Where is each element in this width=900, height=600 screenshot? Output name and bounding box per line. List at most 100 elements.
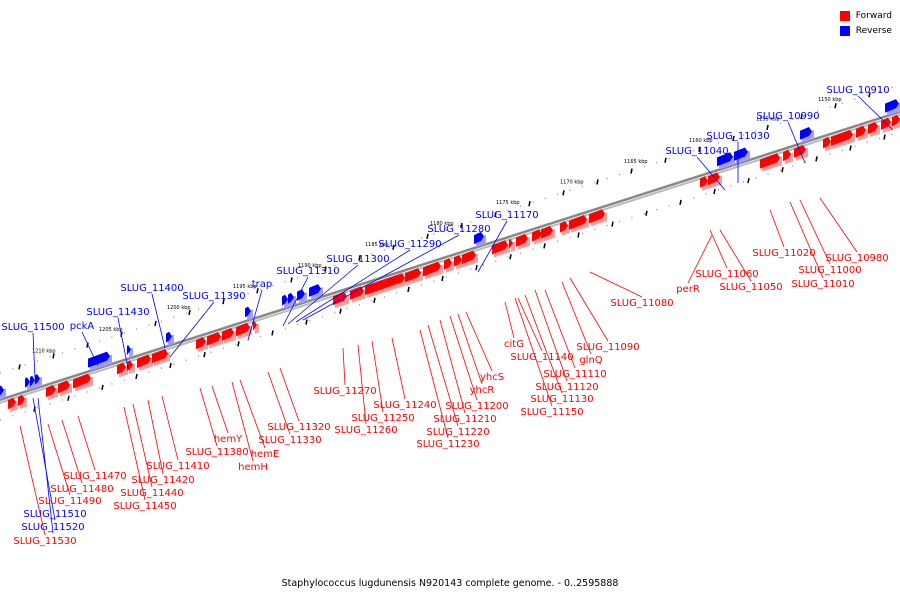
- reverse-gene: [885, 99, 899, 113]
- forward-gene-label: SLUG_11000: [798, 265, 861, 276]
- tick-mark: [392, 244, 395, 250]
- fwd-label-leader: [419, 329, 449, 439]
- fwd-label-leader: [799, 199, 831, 265]
- reverse-gene: [0, 385, 4, 396]
- fwd-label-leader: [427, 324, 459, 427]
- forward-gene: [823, 136, 831, 149]
- forward-gene-label: perR: [676, 284, 700, 295]
- reverse-gene: [30, 375, 35, 387]
- forward-gene-label: SLUG_11110: [543, 369, 606, 380]
- forward-gene: [236, 322, 250, 337]
- rev-label-leader: [247, 289, 263, 341]
- forward-gene-label: SLUG_11440: [120, 488, 183, 499]
- scale-tick-label: 1200 kbp: [167, 305, 191, 311]
- reverse-gene: [474, 231, 484, 245]
- fwd-label-leader: [561, 281, 592, 355]
- tick-mark: [271, 330, 274, 336]
- fwd-label-leader: [439, 319, 466, 414]
- reverse-gene-label: SLUG_11310: [276, 266, 339, 277]
- forward-scale-track: [0, 131, 900, 421]
- forward-gene: [207, 332, 221, 346]
- reverse-gene: [282, 294, 288, 306]
- reverse-gene-label: SLUG_11390: [182, 291, 245, 302]
- forward-gene: [492, 240, 508, 255]
- fwd-label-leader: [449, 315, 478, 401]
- forward-gene-label: SLUG_11200: [445, 401, 508, 412]
- tick-mark: [543, 243, 546, 249]
- forward-gene: [196, 336, 206, 350]
- forward-gene-label: SLUG_11450: [113, 501, 176, 512]
- forward-gene-label: hemH: [238, 462, 268, 473]
- forward-gene-label: citG: [504, 339, 524, 350]
- tick-mark: [781, 167, 784, 173]
- forward-gene-label: hemY: [214, 434, 243, 445]
- reverse-gene: [288, 292, 294, 304]
- reverse-gene-label: SLUG_11170: [475, 210, 538, 221]
- scale-tick-label: 1175 kbp: [496, 200, 520, 206]
- forward-gene-label: SLUG_11230: [416, 439, 479, 450]
- fwd-label-leader: [569, 277, 609, 342]
- forward-gene: [152, 349, 168, 364]
- forward-gene-label: SLUG_10980: [825, 253, 888, 264]
- fwd-label-leader: [517, 297, 543, 352]
- reverse-gene-label: SLUG_11290: [378, 239, 441, 250]
- tick-mark: [562, 190, 565, 196]
- forward-gene: [541, 225, 553, 239]
- fwd-label-leader: [514, 297, 553, 407]
- tick-mark: [849, 145, 852, 151]
- tick-mark: [509, 254, 512, 260]
- forward-gene: [509, 238, 513, 249]
- forward-gene: [589, 209, 605, 224]
- tick-mark: [52, 353, 55, 359]
- tick-mark: [732, 135, 735, 142]
- reverse-gene: [309, 284, 321, 297]
- scale-tick-label: 1190 kbp: [298, 263, 322, 269]
- forward-gene-label: SLUG_11260: [334, 425, 397, 436]
- genome-caption: Staphylococcus lugdunensis N920143 compl…: [281, 578, 619, 589]
- reverse-gene: [297, 289, 305, 301]
- forward-gene: [569, 214, 587, 230]
- tick-mark: [630, 168, 633, 174]
- forward-gene: [405, 268, 421, 283]
- tick-mark: [101, 384, 104, 390]
- forward-gene: [117, 362, 126, 375]
- forward-gene: [892, 114, 900, 127]
- scale-tick-label: 1205 kbp: [99, 327, 123, 333]
- fwd-label-leader: [211, 385, 229, 434]
- forward-gene: [58, 380, 70, 394]
- reverse-swatch: [839, 25, 850, 36]
- forward-gene-label: SLUG_11490: [38, 496, 101, 507]
- tick-mark: [203, 352, 206, 358]
- forward-gene-label: SLUG_11130: [530, 394, 593, 405]
- tick-mark: [407, 286, 410, 293]
- rev-label-leader: [81, 331, 99, 367]
- forward-gene: [783, 149, 791, 162]
- forward-gene-label: SLUG_11090: [576, 342, 639, 353]
- fwd-label-leader: [279, 367, 300, 422]
- forward-gene-label: SLUG_11080: [610, 298, 673, 309]
- fwd-label-leader: [819, 197, 858, 253]
- fwd-label-leader: [769, 209, 785, 248]
- fwd-label-leader: [789, 201, 824, 279]
- tick-mark: [815, 156, 818, 162]
- scale-tick-label: 1210 kbp: [32, 348, 56, 354]
- tick-mark: [528, 201, 531, 207]
- rev-label-leader: [32, 397, 56, 521]
- rev-label-leader: [282, 276, 309, 327]
- reverse-gene: [166, 331, 172, 343]
- reverse-gene: [88, 351, 110, 368]
- fwd-label-leader: [342, 347, 346, 386]
- forward-gene-label: SLUG_11320: [267, 422, 330, 433]
- fwd-label-leader: [465, 311, 493, 372]
- rev-label-leader: [32, 332, 36, 379]
- forward-gene-label: SLUG_11480: [50, 484, 113, 495]
- tick-mark: [460, 222, 463, 229]
- tick-mark: [256, 288, 259, 294]
- forward-gene: [462, 250, 476, 264]
- fwd-label-leader: [199, 387, 218, 447]
- reverse-gene: [35, 374, 40, 385]
- fwd-label-leader: [357, 344, 367, 425]
- fwd-label-leader: [77, 415, 96, 471]
- legend-label-reverse: Reverse: [855, 25, 892, 36]
- forward-gene: [444, 258, 452, 270]
